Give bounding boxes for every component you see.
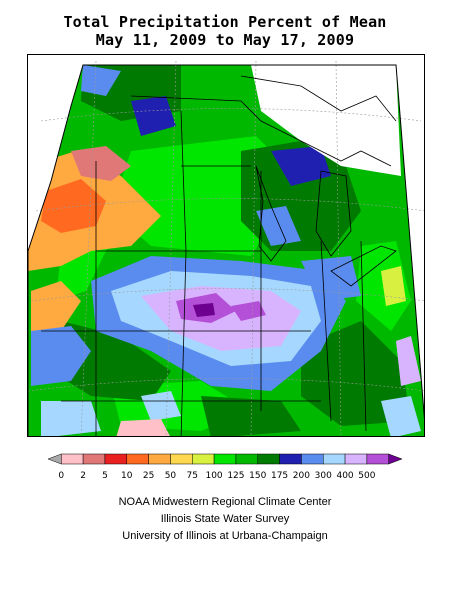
legend-swatch <box>82 453 106 465</box>
legend-swatch <box>213 453 237 465</box>
legend-arrow-high <box>388 453 403 465</box>
graticule-line <box>30 288 424 302</box>
contour-pink-northwest <box>71 146 131 181</box>
legend-swatch <box>257 453 280 465</box>
contour-purple-central-east <box>231 301 266 321</box>
legend-label: 50 <box>165 471 177 481</box>
contour-light-blue-southwest <box>41 401 101 436</box>
legend-label: 150 <box>249 471 266 481</box>
state-boundaries <box>41 110 367 436</box>
map-canvas <box>28 60 424 436</box>
legend-swatch <box>279 453 302 465</box>
legend-label: 200 <box>293 471 310 481</box>
coastlines <box>130 75 397 287</box>
legend-label: 75 <box>187 471 198 481</box>
legend-swatch <box>148 453 171 465</box>
graticule-line <box>250 60 257 436</box>
coast-line <box>130 95 392 167</box>
map-title: Total Precipitation Percent of Mean <box>63 13 387 31</box>
legend-label: 5 <box>102 471 108 481</box>
legend-swatch <box>366 453 389 465</box>
map-date-range: May 11, 2009 to May 17, 2009 <box>95 31 355 49</box>
contour-light-blue-south <box>141 391 181 421</box>
legend-label: 0 <box>58 471 64 481</box>
legend-swatch <box>61 453 84 465</box>
legend-swatch <box>192 453 215 465</box>
legend-label: 175 <box>271 471 288 481</box>
state-line <box>320 240 332 422</box>
graticule-line <box>335 60 342 436</box>
great-lakes-canada-area <box>251 65 401 176</box>
color-legend: 0 2 5 10 25 50 75 100 125 150 175 200 300 400 500 <box>0 448 450 484</box>
lake-huron <box>315 170 352 257</box>
precipitation-map <box>27 54 425 437</box>
graticule-line <box>165 60 177 436</box>
legend-label: 25 <box>143 471 154 481</box>
lake-erie <box>330 245 397 287</box>
graticule-line <box>80 60 97 436</box>
contour-dark-orange-west <box>41 179 106 233</box>
legend-swatch <box>104 453 128 465</box>
contour-medium-blue-southwest <box>31 326 91 386</box>
legend-swatch <box>322 453 346 465</box>
legend-swatch <box>126 453 149 465</box>
legend-label: 100 <box>205 471 222 481</box>
contour-light-blue-southeast <box>381 396 421 436</box>
contour-orange-southwest <box>31 281 81 331</box>
legend-label: 300 <box>315 471 332 481</box>
graticule <box>28 60 424 436</box>
graticule-line <box>28 378 424 392</box>
contour-medium-blue-ohio <box>301 256 361 301</box>
legend-label: 2 <box>80 471 86 481</box>
state-line <box>360 240 367 432</box>
legend-label: 125 <box>227 471 244 481</box>
contour-medium-blue-michigan <box>256 206 301 246</box>
contour-pink-south <box>116 419 171 436</box>
legend-swatch <box>170 453 193 465</box>
contour-dark-blue-superior <box>271 146 331 186</box>
contour-dark-green-southeast <box>301 321 411 426</box>
contour-dark-blue-north <box>131 96 176 136</box>
canada-line <box>240 75 397 122</box>
credit-university: University of Illinois at Urbana-Champai… <box>122 530 328 542</box>
legend-swatch <box>235 453 258 465</box>
graticule-line <box>35 198 424 212</box>
legend-label: 10 <box>121 471 133 481</box>
credit-organization: NOAA Midwestern Regional Climate Center <box>118 496 332 508</box>
legend-label: 500 <box>358 471 375 481</box>
contour-medium-blue-northwest <box>81 65 121 96</box>
legend-bar: 0 2 5 10 25 50 75 100 125 150 175 200 300 400 500 <box>47 453 403 481</box>
legend-swatch <box>344 453 368 465</box>
contour-lavender-east <box>396 336 421 386</box>
region-outline <box>28 64 424 436</box>
legend-label: 400 <box>336 471 353 481</box>
contour-yellow-green-east <box>381 266 406 306</box>
credit-survey: Illinois State Water Survey <box>160 513 290 525</box>
legend-arrow-low <box>47 453 62 465</box>
lake-michigan <box>255 165 287 262</box>
contour-dark-purple-core <box>193 303 215 317</box>
legend-swatch <box>301 453 324 465</box>
